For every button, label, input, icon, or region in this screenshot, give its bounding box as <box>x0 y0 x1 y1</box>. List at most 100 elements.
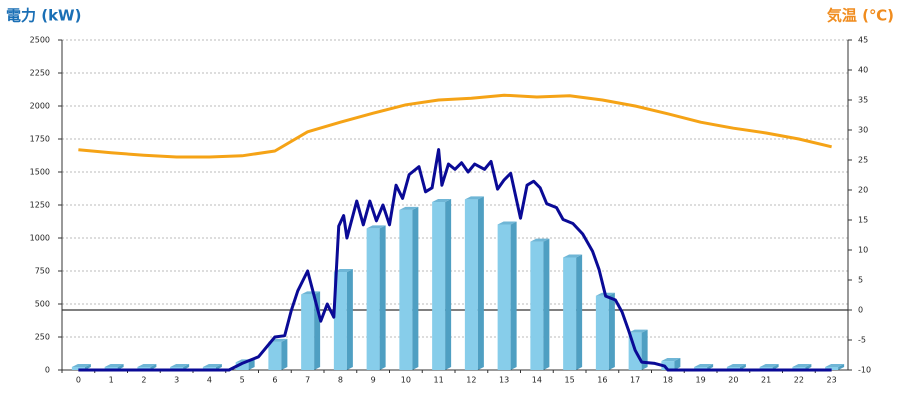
x-tick-label: 20 <box>728 376 738 385</box>
bar-side <box>543 238 550 370</box>
bar <box>301 294 315 370</box>
bar-side <box>838 364 845 370</box>
bar-top <box>563 254 583 258</box>
x-tick-label: 8 <box>338 376 343 385</box>
y2-tick-label: 45 <box>858 36 868 45</box>
y2-tick-label: 40 <box>858 66 868 75</box>
y-axis-title: 電力 (kW) <box>6 7 81 25</box>
bar-side <box>510 221 517 370</box>
x-tick-label: 22 <box>794 376 804 385</box>
x-tick-label: 7 <box>305 376 310 385</box>
bar <box>333 271 347 370</box>
y2-tick-label: -5 <box>858 336 866 345</box>
x-tick-label: 1 <box>109 376 114 385</box>
bar-side <box>412 206 419 370</box>
bar-top <box>497 221 517 225</box>
bar-top <box>202 364 222 367</box>
bar-top <box>759 364 779 367</box>
y-tick-label: 500 <box>35 300 50 309</box>
x-tick-label: 18 <box>663 376 673 385</box>
bar-top <box>464 196 484 200</box>
x-tick-label: 12 <box>466 376 476 385</box>
y2-tick-label: 30 <box>858 126 868 135</box>
bar-side <box>248 359 255 370</box>
y-tick-label: 750 <box>35 267 50 276</box>
bar-top <box>71 364 91 367</box>
x-tick-label: 2 <box>141 376 146 385</box>
y-tick-label: 1750 <box>30 135 50 144</box>
x-tick-label: 11 <box>434 376 444 385</box>
x-tick-label: 10 <box>401 376 411 385</box>
y-tick-label: 2500 <box>30 36 50 45</box>
bar <box>497 224 511 370</box>
x-tick-label: 16 <box>597 376 607 385</box>
line <box>78 93 832 159</box>
bar-top <box>432 199 452 202</box>
y2-tick-label: 15 <box>858 216 868 225</box>
x-tick-label: 23 <box>827 376 837 385</box>
bar-top <box>792 364 812 367</box>
bar-top <box>366 225 386 229</box>
bar-top <box>726 364 746 367</box>
y-tick-label: 250 <box>35 333 50 342</box>
y-tick-label: 0 <box>45 366 50 375</box>
bar-top <box>530 238 550 242</box>
x-tick-label: 15 <box>565 376 575 385</box>
y-tick-label: 1000 <box>30 234 50 243</box>
bar-side <box>281 338 288 370</box>
bar-top <box>170 364 190 367</box>
bar-top <box>301 291 321 295</box>
x-tick-label: 21 <box>761 376 771 385</box>
bar <box>235 362 249 370</box>
y2-tick-label: 20 <box>858 186 868 195</box>
y2-tick-label: 35 <box>858 96 868 105</box>
bar-top <box>104 364 124 367</box>
bar <box>563 257 577 370</box>
x-tick-label: 19 <box>696 376 706 385</box>
bar-top <box>694 364 714 367</box>
bar-side <box>576 254 583 370</box>
y2-tick-label: -10 <box>858 366 871 375</box>
bar-side <box>445 199 452 370</box>
y-tick-label: 1500 <box>30 168 50 177</box>
x-tick-label: 14 <box>532 376 542 385</box>
x-tick-label: 5 <box>240 376 245 385</box>
y-tick-label: 2250 <box>30 69 50 78</box>
bar <box>595 295 609 370</box>
line <box>78 148 832 372</box>
bar <box>366 228 380 370</box>
x-tick-label: 13 <box>499 376 509 385</box>
bar-top <box>825 364 845 367</box>
bar-top <box>399 206 419 210</box>
x-tick-label: 3 <box>174 376 179 385</box>
bar-top <box>137 364 157 367</box>
bar <box>530 241 544 370</box>
bar <box>399 209 413 370</box>
x-tick-label: 9 <box>371 376 376 385</box>
bar-side <box>608 292 615 370</box>
bar <box>268 341 282 370</box>
y2-axis-title: 気温 (℃) <box>827 7 894 25</box>
y2-tick-label: 0 <box>858 306 863 315</box>
bar <box>432 202 446 370</box>
x-tick-label: 17 <box>630 376 640 385</box>
y-tick-label: 1250 <box>30 201 50 210</box>
bar-side <box>674 358 681 370</box>
bar <box>464 199 478 370</box>
bar-side <box>641 329 648 370</box>
bar-top <box>661 358 681 362</box>
bar-top <box>333 268 353 272</box>
bar <box>661 361 675 370</box>
x-tick-label: 0 <box>76 376 81 385</box>
bar-top <box>628 329 648 333</box>
bar-side <box>346 268 353 370</box>
y2-tick-label: 25 <box>858 156 868 165</box>
bar-side <box>477 196 484 370</box>
bar-side <box>379 225 386 370</box>
x-tick-label: 4 <box>207 376 212 385</box>
y2-tick-label: 5 <box>858 276 863 285</box>
y2-tick-label: 10 <box>858 246 868 255</box>
x-tick-label: 6 <box>272 376 277 385</box>
